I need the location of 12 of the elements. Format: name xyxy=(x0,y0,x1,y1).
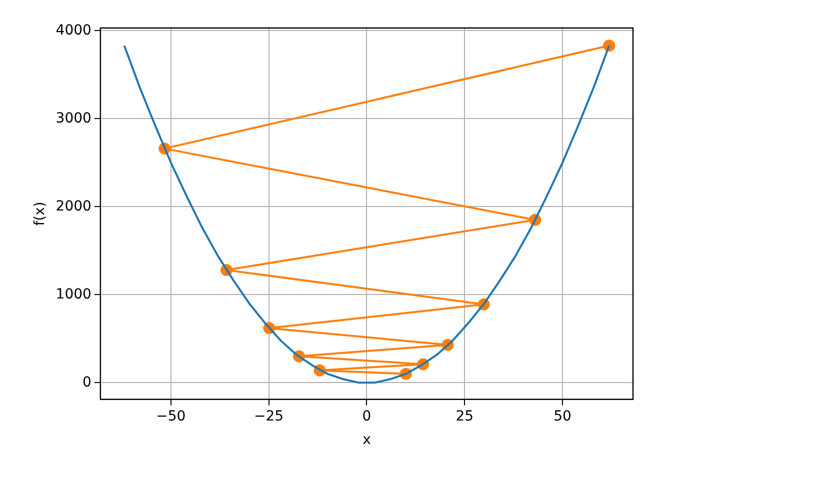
x-tick-label: −25 xyxy=(254,408,284,424)
y-tick-label: 3000 xyxy=(56,110,92,126)
x-tick-label: −50 xyxy=(156,408,186,424)
x-tick-label: 25 xyxy=(456,408,474,424)
x-tick-label: 50 xyxy=(554,408,572,424)
y-tick-label: 2000 xyxy=(56,198,92,214)
x-tick-label: 0 xyxy=(362,408,372,424)
y-axis-title: f(x) xyxy=(32,202,48,226)
y-tick-label: 0 xyxy=(82,374,92,390)
y-tick-label: 1000 xyxy=(56,286,92,302)
x-axis-title: x xyxy=(362,432,371,448)
y-tick-label: 4000 xyxy=(56,22,92,38)
